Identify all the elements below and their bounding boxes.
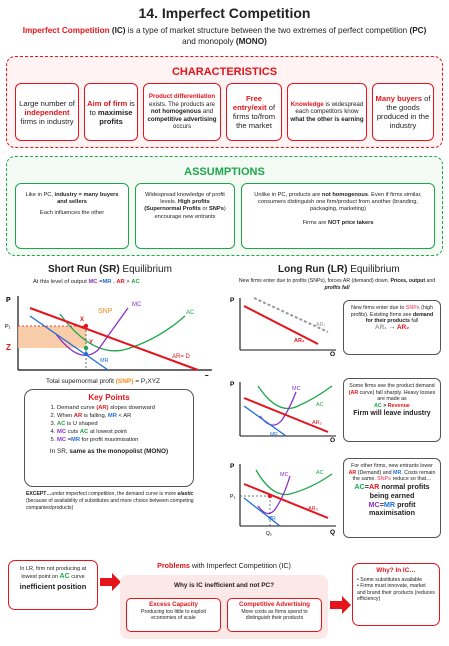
lr2-mr-line xyxy=(243,405,287,437)
sr-mr-curve xyxy=(29,315,109,371)
sr-monopolist-note: In SR, same as the monopolist (MONO) xyxy=(49,448,169,455)
char-card-5: Knowledge is widespread each competitors… xyxy=(287,83,367,141)
sr-snp-label: SNP xyxy=(98,308,113,315)
sr-point-x xyxy=(83,323,89,329)
key-points-list: Demand curve (AR) slopes downward When A… xyxy=(31,404,187,444)
sr-mc-curve xyxy=(55,307,129,356)
char-card-2: Aim of firm is to maximise profits xyxy=(84,83,138,141)
competitive-advertising-card: Competitive Advertising More costs as fir… xyxy=(227,598,322,632)
svg-text:AR₂: AR₂ xyxy=(294,338,305,344)
char-card-1: Large number of independent firms in ind… xyxy=(15,83,79,141)
except-note: EXCEPT…under imperfect competition, the … xyxy=(26,491,194,511)
sr-ar-label: AR= D xyxy=(172,354,191,360)
lr3-mc-curve xyxy=(257,475,291,515)
lr-box-3: For other firms, new entrants lower AR (… xyxy=(343,458,441,538)
svg-text:MC: MC xyxy=(280,472,289,478)
why-item: • Firms must innovate, market and brand … xyxy=(357,583,435,603)
total-snp-text: Total supernormal profit (SNP) = P₁XYZ xyxy=(46,378,161,385)
sr-ac-curve xyxy=(59,313,186,352)
lr2-ar2-line xyxy=(243,397,329,433)
svg-text:AR₃: AR₃ xyxy=(308,506,318,512)
lr3-equilibrium-point xyxy=(267,493,273,499)
page-title: 14. Imperfect Competition xyxy=(138,5,311,21)
lr1-ar1-line xyxy=(253,297,329,333)
key-point: AC is U shaped xyxy=(57,420,187,428)
svg-text:Q: Q xyxy=(330,351,335,356)
characteristics-heading: CHARACTERISTICS xyxy=(171,66,278,78)
sr-ac-label: AC xyxy=(186,310,195,316)
long-run-heading: Long Run (LR) Equilibrium xyxy=(278,264,400,275)
sr-x-label: X xyxy=(80,317,84,323)
sr-point-y xyxy=(83,345,89,351)
sr-p1-label: P₁ xyxy=(5,324,11,330)
sr-mc-label: MC xyxy=(132,302,142,308)
lr2-ac-curve xyxy=(257,385,333,410)
right-arrow-icon xyxy=(100,573,121,591)
long-run-subtitle: New firms enter due to profits (SNPs), f… xyxy=(238,278,436,291)
svg-text:MR: MR xyxy=(270,432,278,438)
key-points-box: Key Points Demand curve (AR) slopes down… xyxy=(24,389,194,487)
key-point: When AR is falling, MR < AR xyxy=(57,412,187,420)
lr-graph-2: P Q MC AC MR AR₂ xyxy=(230,381,336,442)
lr3-ac-curve xyxy=(255,469,333,496)
svg-text:AR₁: AR₁ xyxy=(316,322,326,328)
problems-heading: Problems with Imperfect Competition (IC) xyxy=(157,561,291,570)
sr-snp-area xyxy=(18,326,86,348)
why-item: • Some substitutes available xyxy=(357,576,422,583)
lr3-mr-line xyxy=(243,497,281,527)
intro-text: Imperfect Competition (IC) is a type of … xyxy=(22,26,427,46)
char-card-3: Product differentiation exists. The prod… xyxy=(143,83,221,141)
sr-p-axis-label: P xyxy=(6,297,11,304)
short-run-subtitle: At this level of output MC =MR , AR > AC xyxy=(33,279,140,285)
sr-z-label: Z xyxy=(6,343,11,352)
svg-text:MR: MR xyxy=(268,516,276,522)
lr-graph-3: P Q P₃ Q₃ MC AC MR AR₃ xyxy=(230,463,336,537)
char-card-4: Free entry/exit of firms to/from the mar… xyxy=(226,83,282,141)
svg-text:AC: AC xyxy=(316,402,324,408)
right-arrow-icon-2 xyxy=(330,596,351,614)
sr-y-label: Y xyxy=(89,340,93,346)
svg-text:Q₃: Q₃ xyxy=(266,531,272,537)
excess-capacity-card: Excess Capacity Producing too little to e… xyxy=(126,598,221,632)
svg-text:P: P xyxy=(230,381,235,388)
assumptions-heading: ASSUMPTIONS xyxy=(184,166,265,178)
short-run-graph: P P₁ Z X Y SNP MC AC MR AR= D Q xyxy=(5,296,212,376)
lr-inefficient-box: In LR, firm not producing at lowest poin… xyxy=(8,560,98,610)
char-card-6: Many buyers of the goods produced in the… xyxy=(372,83,434,141)
short-run-heading: Short Run (SR) Equilibrium xyxy=(48,264,172,275)
lr-graph-1: P Q AR₁ AR₂ xyxy=(230,297,336,356)
svg-text:P₃: P₃ xyxy=(230,494,235,500)
lr1-ar2-line xyxy=(243,305,319,345)
problems-question: Why is IC inefficient and not PC? xyxy=(173,582,275,589)
assumption-card-2: Widespread knowledge of profit levels. H… xyxy=(135,183,235,249)
svg-text:P: P xyxy=(230,297,235,304)
svg-text:AC: AC xyxy=(316,470,324,476)
intro-term: Imperfect Competition xyxy=(22,26,110,35)
key-point: MC =MR for profit maximisation xyxy=(57,436,187,444)
why-ic-box: Why? In IC… • Some substitutes available… xyxy=(352,563,440,626)
intro-term-abbr: (IC) xyxy=(109,26,126,35)
key-point: MC cuts AC at lowest point xyxy=(57,428,187,436)
key-points-heading: Key Points xyxy=(88,393,130,402)
svg-text:Q: Q xyxy=(330,529,335,536)
svg-text:AR₂: AR₂ xyxy=(312,420,322,426)
sr-mr-label: MR xyxy=(100,358,109,364)
svg-text:Q: Q xyxy=(330,437,335,442)
assumption-card-3: Unlike in PC, products are not homogenou… xyxy=(241,183,435,249)
sr-q-axis-label: Q xyxy=(204,375,210,376)
key-point: Demand curve (AR) slopes downward xyxy=(57,404,187,412)
svg-text:MC: MC xyxy=(292,386,301,392)
lr3-ar3-line xyxy=(243,483,329,519)
sr-point-mcmr xyxy=(84,352,88,356)
assumption-card-1: Like in PC, industry = many buyers and s… xyxy=(15,183,129,249)
lr-box-1: New firms enter due to SNPs (high profit… xyxy=(343,300,441,355)
svg-text:P: P xyxy=(230,463,235,470)
lr-box-2: Some firms see the product demand (AR cu… xyxy=(343,378,441,442)
sr-ar-curve xyxy=(29,307,199,371)
